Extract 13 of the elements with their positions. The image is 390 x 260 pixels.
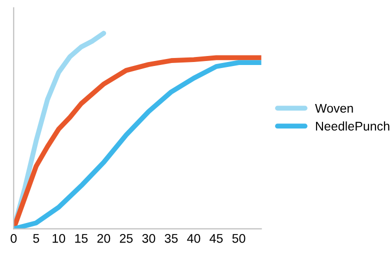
x-tick-label: 5 [33,234,40,243]
x-tick-label: 30 [142,234,156,243]
legend-label: NeedlePunch [316,121,390,131]
x-tick-label: 25 [120,234,133,243]
x-tick-label: 45 [210,234,223,243]
x-tick-label: 50 [232,234,246,243]
legend-label: Woven [315,104,353,113]
x-tick-label: 10 [52,234,66,243]
x-tick-label: 15 [75,234,88,243]
x-tick-label: 35 [164,234,178,243]
x-tick-label: 20 [97,234,110,243]
x-tick-label: 0 [10,234,17,243]
x-tick-label: 40 [187,234,200,243]
